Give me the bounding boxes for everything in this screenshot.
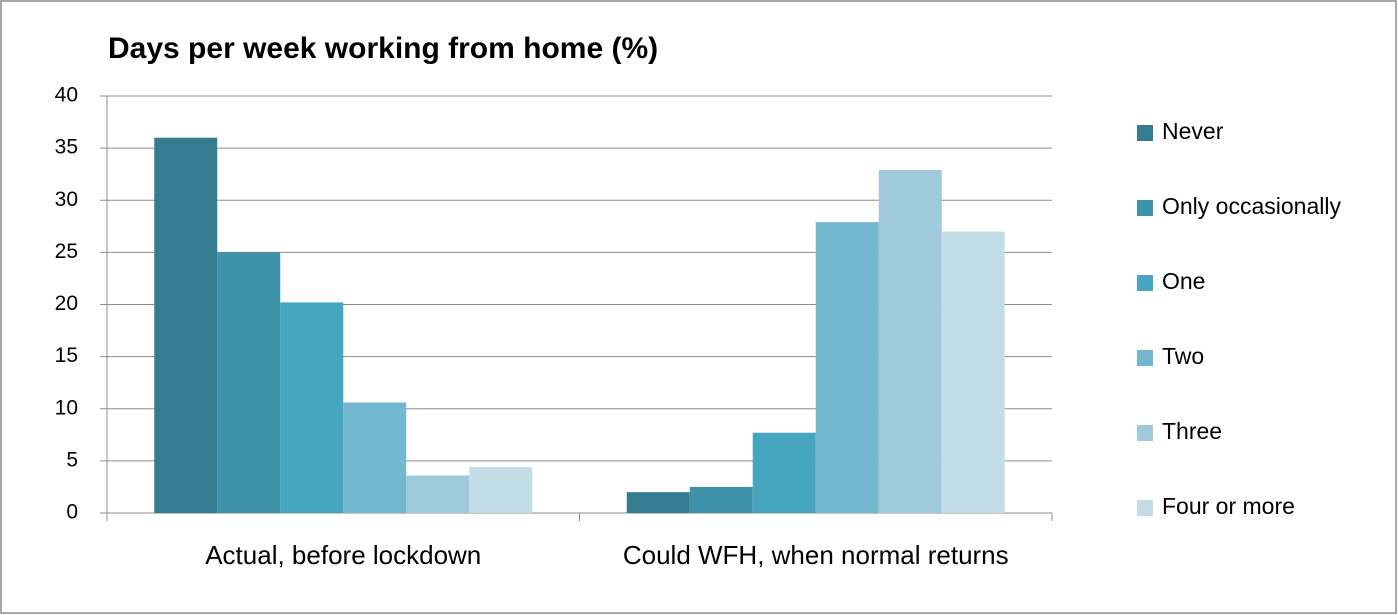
bar: [815, 222, 879, 513]
y-tick-label: 40: [55, 84, 78, 107]
bar: [406, 475, 470, 513]
y-tick-label: 25: [55, 240, 78, 263]
legend-swatch: [1137, 125, 1153, 141]
y-tick-label: 10: [55, 396, 78, 419]
bar: [217, 252, 281, 513]
bar: [343, 402, 407, 513]
legend-swatch: [1137, 500, 1153, 516]
legend-swatch: [1137, 200, 1153, 216]
bar: [154, 137, 218, 513]
bar: [941, 231, 1005, 513]
legend-swatch: [1137, 425, 1153, 441]
legend-label: Two: [1162, 343, 1204, 369]
legend-swatch: [1137, 350, 1153, 366]
bar: [280, 302, 344, 513]
bar: [469, 467, 533, 513]
bar: [878, 170, 942, 513]
chart-title: Days per week working from home (%): [108, 32, 658, 65]
y-tick-label: 0: [66, 501, 78, 524]
legend-label: One: [1162, 268, 1205, 294]
y-tick-label: 20: [55, 292, 78, 315]
bar: [626, 492, 690, 513]
x-tick-label: Could WFH, when normal returns: [623, 540, 1009, 570]
x-tick-label: Actual, before lockdown: [205, 540, 481, 570]
y-tick-label: 30: [55, 188, 78, 211]
legend-label: Three: [1162, 418, 1222, 444]
legend-label: Four or more: [1162, 493, 1295, 519]
y-tick-label: 35: [55, 136, 78, 159]
y-tick-label: 15: [55, 344, 78, 367]
legend-label: Only occasionally: [1162, 193, 1341, 219]
bar: [752, 432, 816, 513]
legend-label: Never: [1162, 118, 1224, 144]
y-tick-label: 5: [66, 448, 78, 471]
bar: [689, 486, 753, 513]
legend-swatch: [1137, 275, 1153, 291]
